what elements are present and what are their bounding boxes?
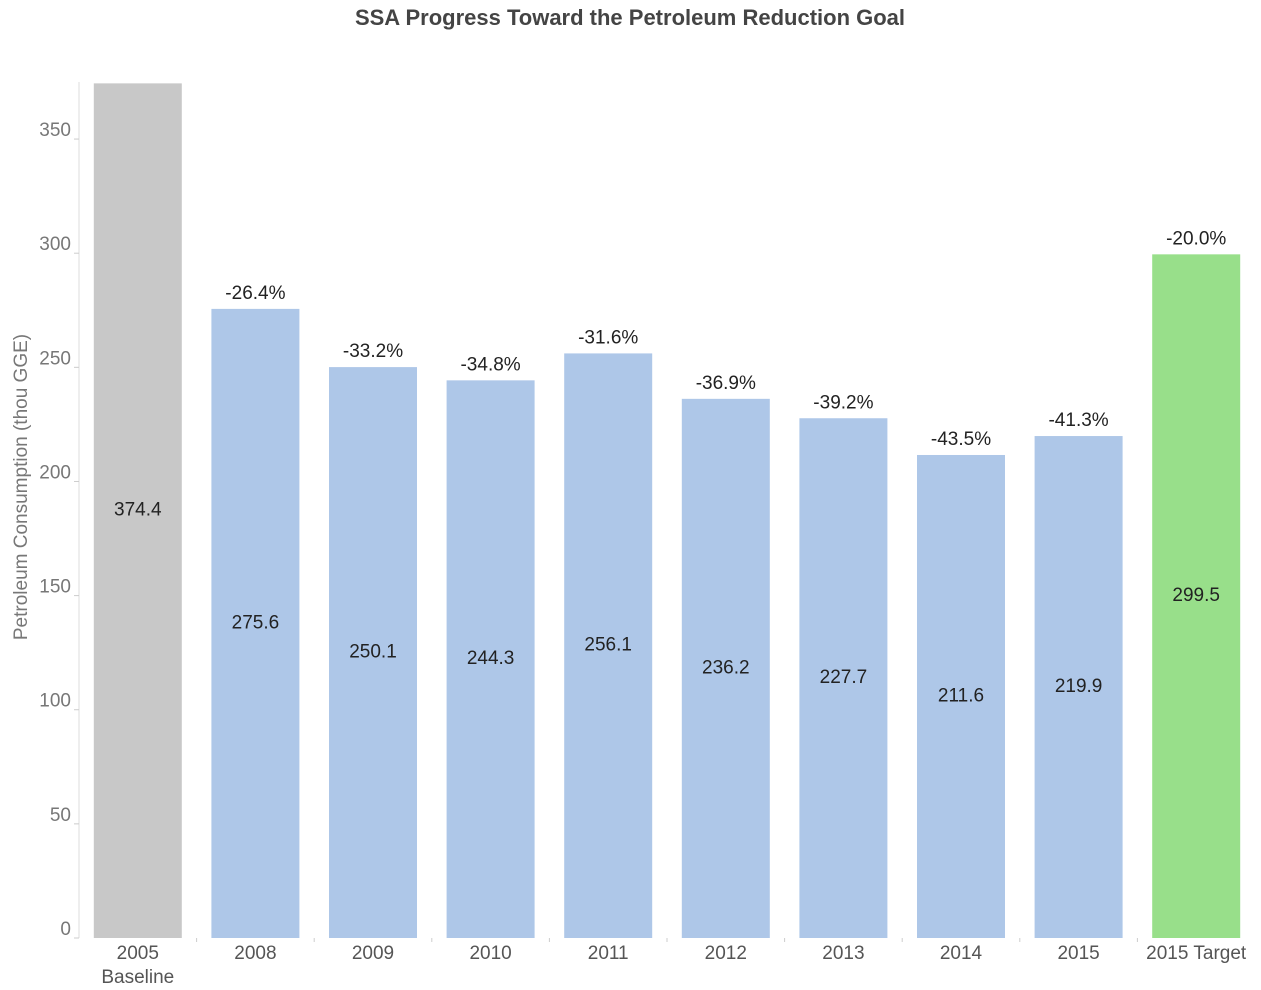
annotation: -43.5% xyxy=(931,429,991,450)
value-label: 236.2 xyxy=(702,657,750,678)
y-tick-label: 300 xyxy=(39,234,71,255)
y-tick-label: 350 xyxy=(39,120,71,141)
x-tick-label: 2012 xyxy=(704,943,747,964)
bar xyxy=(93,83,182,938)
annotation: -41.3% xyxy=(1048,410,1108,431)
x-tick-label: 2009 xyxy=(351,943,395,964)
y-tick-label: 150 xyxy=(39,577,71,598)
annotation: -34.8% xyxy=(460,354,520,375)
y-tick-label: 0 xyxy=(60,919,71,940)
value-label: 299.5 xyxy=(1172,585,1220,606)
x-tick-label: 2013 xyxy=(822,943,865,964)
value-label: 275.6 xyxy=(232,612,280,633)
y-tick-label: 50 xyxy=(50,805,71,826)
value-label: 256.1 xyxy=(584,635,632,656)
annotation: -39.2% xyxy=(813,392,873,413)
value-label: 219.9 xyxy=(1055,676,1103,697)
annotation: -33.2% xyxy=(343,341,403,362)
x-tick-label: 2015 Target xyxy=(1146,943,1247,964)
annotation: -20.0% xyxy=(1166,228,1226,249)
bar xyxy=(1034,436,1123,938)
x-tick-label: 2005 Baseline xyxy=(101,943,175,988)
value-label: 250.1 xyxy=(349,642,397,663)
bar xyxy=(799,418,888,938)
chart-title: SSA Progress Toward the Petroleum Reduct… xyxy=(355,5,905,30)
bar xyxy=(446,380,535,938)
annotation: -31.6% xyxy=(578,327,638,348)
annotation: -26.4% xyxy=(225,283,285,304)
y-axis-label: Petroleum Consumption (thou GGE) xyxy=(11,334,32,640)
x-tick-label: 2011 xyxy=(587,943,629,964)
x-tick-label: 2008 xyxy=(234,943,277,964)
bar xyxy=(329,367,417,938)
bar xyxy=(1152,254,1241,939)
bar xyxy=(681,398,770,939)
annotation: -36.9% xyxy=(696,373,756,394)
x-tick-label: 2010 xyxy=(469,943,512,964)
y-tick-label: 100 xyxy=(39,691,71,712)
x-tick-label: 2015 xyxy=(1057,943,1100,964)
bar xyxy=(564,353,653,938)
y-tick-label: 200 xyxy=(39,462,71,483)
x-tick-label: 2014 xyxy=(939,943,983,964)
y-tick-label: 250 xyxy=(39,348,71,369)
bar xyxy=(211,308,300,938)
value-label: 227.7 xyxy=(820,667,868,688)
bar xyxy=(917,454,1005,938)
value-label: 374.4 xyxy=(114,500,162,521)
value-label: 211.6 xyxy=(938,686,984,707)
value-label: 244.3 xyxy=(467,648,515,669)
